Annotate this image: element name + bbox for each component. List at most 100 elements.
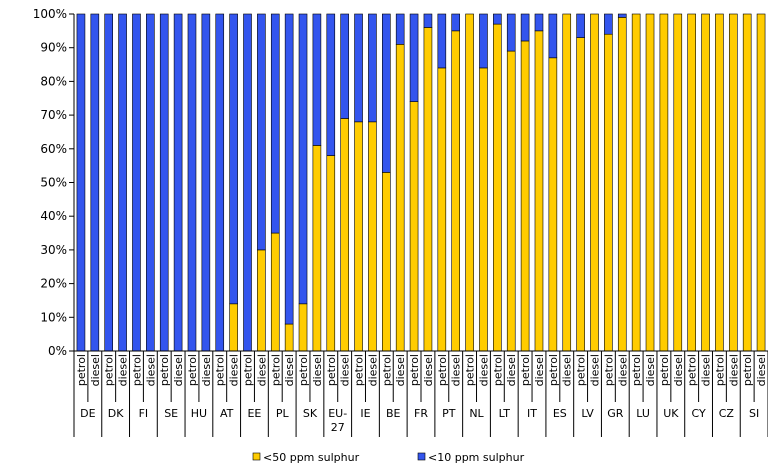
bar-segment-10ppm: [118, 13, 127, 352]
country-label: IT: [527, 407, 537, 420]
y-tick-label: 30%: [40, 243, 67, 257]
fuel-label: diesel: [394, 354, 407, 386]
y-axis: 0% 10% 20% 30% 40% 50% 60% 70% 80% 90% 100%: [33, 7, 75, 358]
country-label: GR: [607, 407, 624, 420]
bar-segment-50ppm: [590, 13, 599, 352]
legend-swatch: [252, 452, 261, 461]
bar-segment-50ppm: [437, 67, 447, 352]
bar-segment-10ppm: [201, 13, 211, 352]
bar-segment-10ppm: [409, 13, 419, 102]
bar-segment-50ppm: [520, 40, 530, 352]
country-label: LU: [636, 407, 650, 420]
fuel-label: diesel: [255, 354, 268, 386]
bar-segment-50ppm: [409, 101, 419, 352]
legend: <50 ppm sulphur <10 ppm sulphur: [252, 451, 525, 464]
bar-segment-50ppm: [479, 67, 488, 352]
bar-segment-50ppm: [312, 145, 322, 352]
bar-segment-10ppm: [493, 13, 502, 25]
bar-segment-50ppm: [354, 121, 363, 352]
bar-segment-10ppm: [132, 13, 141, 352]
country-label: LV: [581, 407, 594, 420]
country-label: FI: [139, 407, 149, 420]
bar-segment-10ppm: [76, 13, 86, 352]
fuel-label: petrol: [408, 354, 421, 386]
bar-segment-50ppm: [617, 17, 627, 352]
fuel-label: petrol: [242, 354, 255, 386]
fuel-label: diesel: [672, 354, 685, 386]
bar-segment-50ppm: [756, 13, 766, 352]
bar-segment-50ppm: [604, 33, 613, 352]
bar-segment-10ppm: [381, 13, 391, 173]
y-tick-label: 50%: [40, 176, 67, 190]
fuel-label: diesel: [755, 354, 768, 386]
fuel-label: petrol: [464, 354, 477, 386]
y-tick-label: 70%: [40, 108, 67, 122]
bar-segment-50ppm: [631, 13, 641, 352]
bar-segment-50ppm: [506, 50, 516, 352]
bar-segment-50ppm: [270, 232, 280, 352]
bar-segment-10ppm: [617, 13, 627, 18]
bar-segment-50ppm: [645, 13, 655, 352]
bar-segment-50ppm: [673, 13, 683, 352]
fuel-label: petrol: [214, 354, 227, 386]
fuel-label: diesel: [144, 354, 157, 386]
bar-segment-50ppm: [340, 118, 349, 352]
bar-segment-50ppm: [562, 13, 572, 352]
bar-segment-50ppm: [687, 13, 696, 352]
bar-segment-10ppm: [340, 13, 349, 119]
fuel-label: diesel: [172, 354, 185, 386]
bar-segment-50ppm: [493, 23, 502, 352]
fuel-label: petrol: [519, 354, 532, 386]
country-label: CZ: [719, 407, 735, 420]
bar-segment-50ppm: [728, 13, 738, 352]
y-tick-label: 100%: [33, 7, 67, 21]
legend-swatch: [417, 452, 426, 461]
bar-segment-10ppm: [173, 13, 183, 352]
bar-segment-50ppm: [451, 30, 461, 352]
fuel-label: diesel: [505, 354, 518, 386]
bar-segment-10ppm: [257, 13, 266, 251]
fuel-label: petrol: [353, 354, 366, 386]
bar-segment-10ppm: [451, 13, 461, 32]
y-tick-label: 60%: [40, 142, 67, 156]
bar-segment-50ppm: [368, 121, 377, 352]
bar-segment-10ppm: [159, 13, 169, 352]
y-tick-label: 40%: [40, 209, 67, 223]
bar-segment-50ppm: [701, 13, 710, 352]
fuel-label: diesel: [89, 354, 102, 386]
fuel-label: petrol: [686, 354, 699, 386]
fuel-label: petrol: [658, 354, 671, 386]
country-label: NL: [469, 407, 484, 420]
fuel-label: petrol: [75, 354, 88, 386]
fuel-label: diesel: [311, 354, 324, 386]
fuel-label: petrol: [186, 354, 199, 386]
fuel-label: petrol: [713, 354, 726, 386]
country-label: PT: [442, 407, 456, 420]
country-label: FR: [414, 407, 428, 420]
bar-segment-10ppm: [479, 13, 488, 69]
fuel-label: diesel: [117, 354, 130, 386]
bar-segment-10ppm: [354, 13, 363, 123]
bar-segment-10ppm: [368, 13, 377, 123]
bar-segment-10ppm: [312, 13, 322, 146]
fuel-label: diesel: [477, 354, 490, 386]
bar-segment-50ppm: [257, 249, 266, 352]
country-label: DE: [80, 407, 95, 420]
bar-segment-50ppm: [298, 303, 308, 352]
fuel-label: petrol: [380, 354, 393, 386]
fuel-label: diesel: [616, 354, 629, 386]
bar-segment-10ppm: [229, 13, 238, 305]
fuel-label: diesel: [727, 354, 740, 386]
y-tick-label: 10%: [40, 310, 67, 324]
bars: [76, 13, 766, 352]
bar-segment-50ppm: [326, 155, 336, 352]
fuel-label: petrol: [130, 354, 143, 386]
fuel-label: diesel: [422, 354, 435, 386]
fuel-label: diesel: [589, 354, 602, 386]
bar-segment-10ppm: [146, 13, 155, 352]
bar-segment-10ppm: [506, 13, 516, 52]
country-label: CY: [691, 407, 705, 420]
fuel-label: petrol: [602, 354, 615, 386]
bar-segment-10ppm: [576, 13, 585, 38]
country-label: LT: [499, 407, 511, 420]
